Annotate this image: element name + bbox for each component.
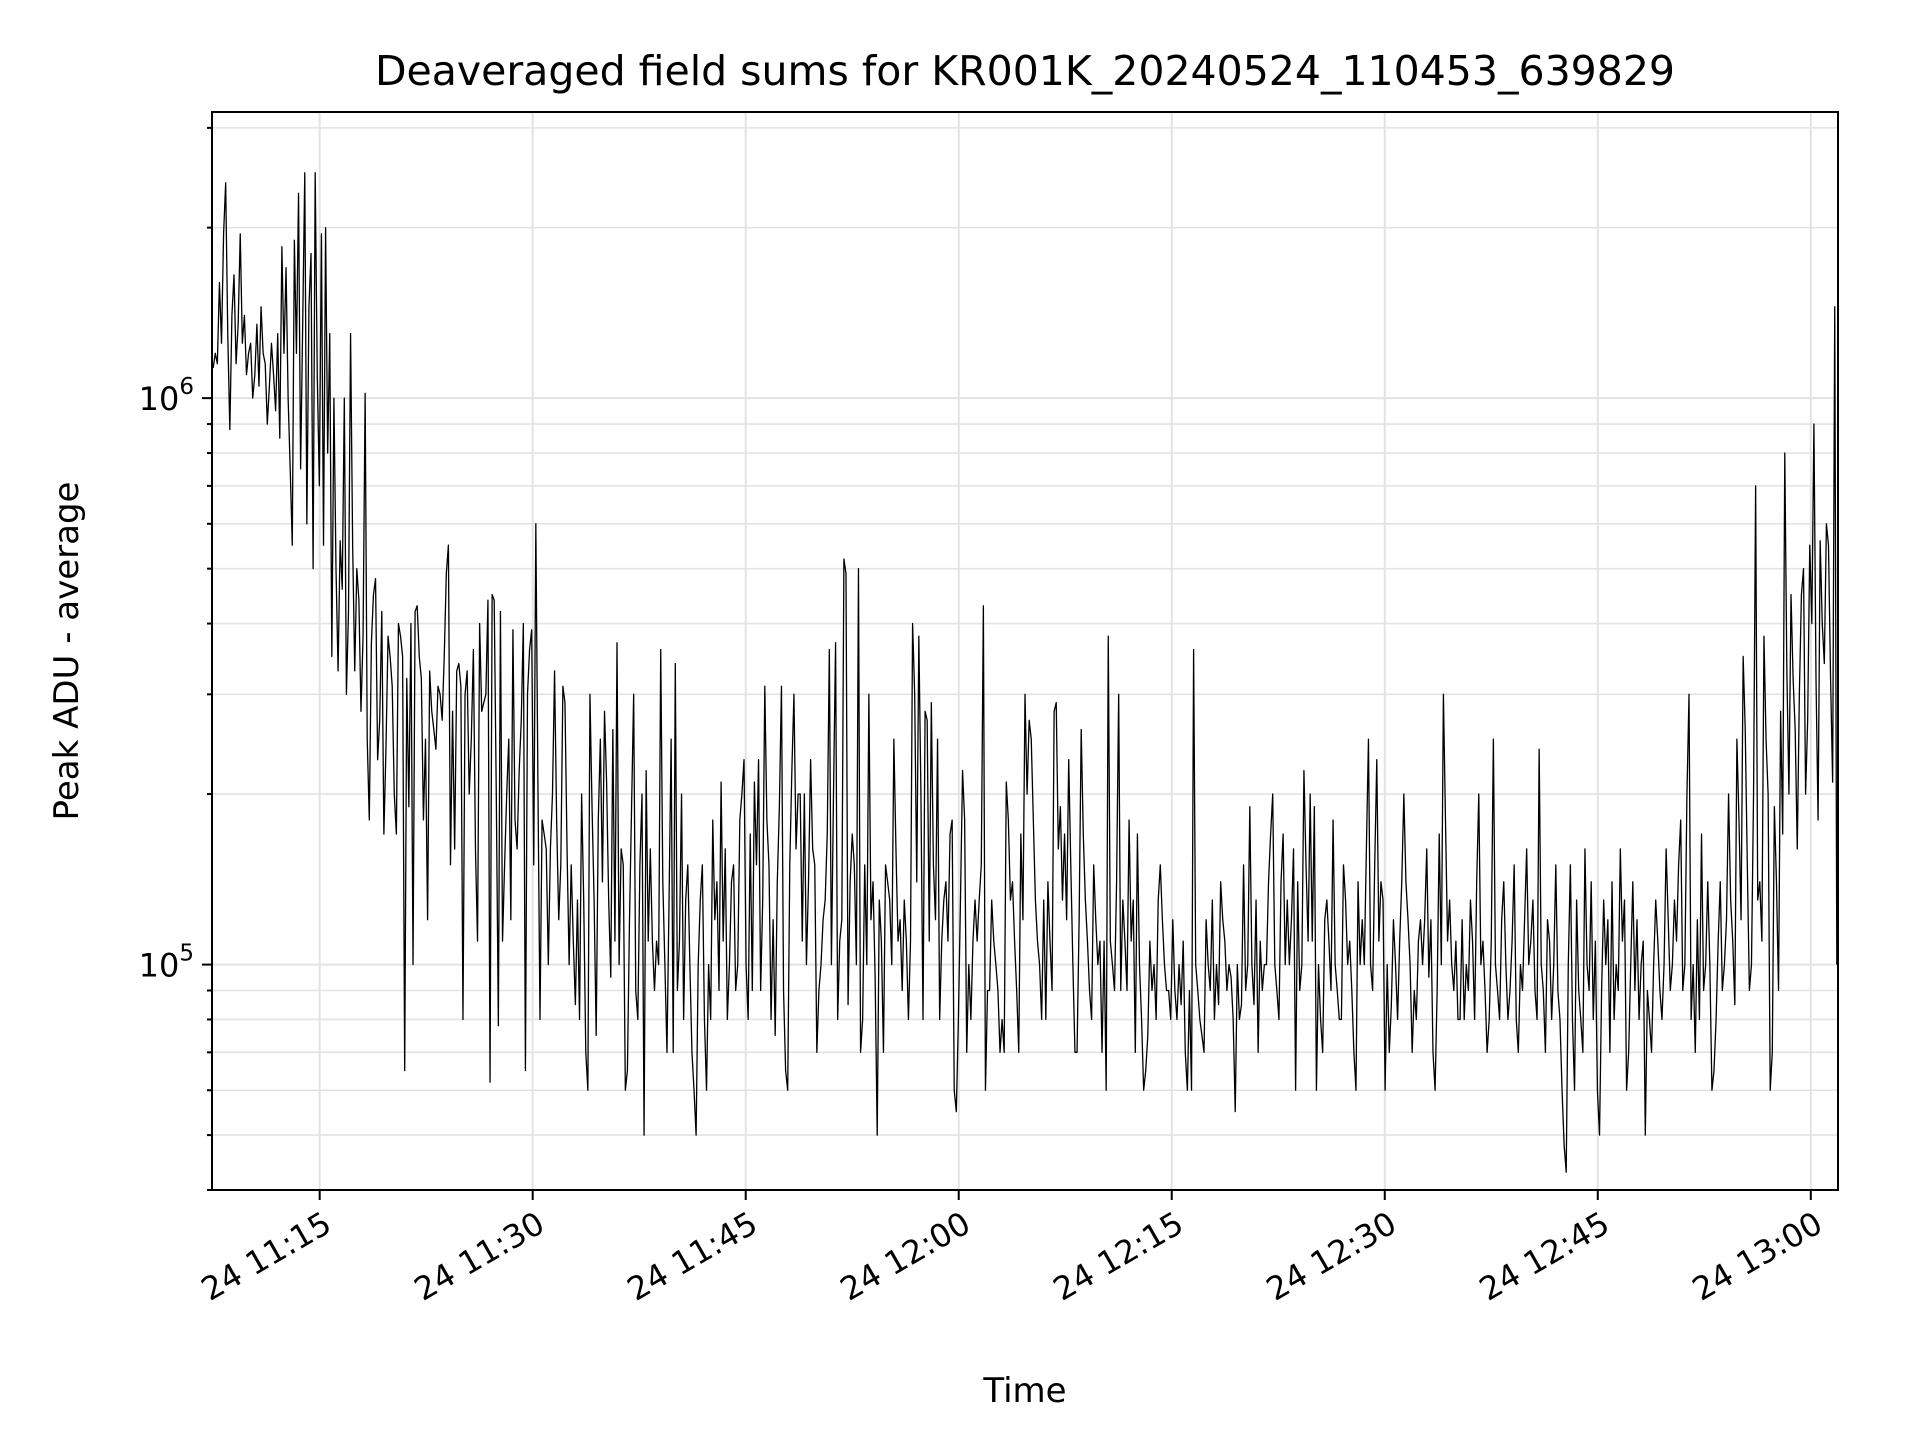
grid (212, 112, 1838, 1191)
y-tick-exponent: 5 (179, 941, 194, 967)
y-tick-label: 106 (139, 374, 194, 418)
y-axis-label: Peak ADU - average (47, 482, 87, 821)
y-tick-base: 10 (139, 380, 180, 418)
x-axis-label: Time (982, 1371, 1066, 1411)
chart-title: Deaveraged field sums for KR001K_2024052… (375, 47, 1675, 95)
plot-frame (211, 111, 1839, 1191)
y-tick-exponent: 6 (179, 374, 194, 400)
data-layer (212, 172, 1838, 1173)
y-tick-base: 10 (139, 947, 180, 985)
series-line (212, 172, 1838, 1173)
y-tick-label: 105 (139, 941, 194, 985)
